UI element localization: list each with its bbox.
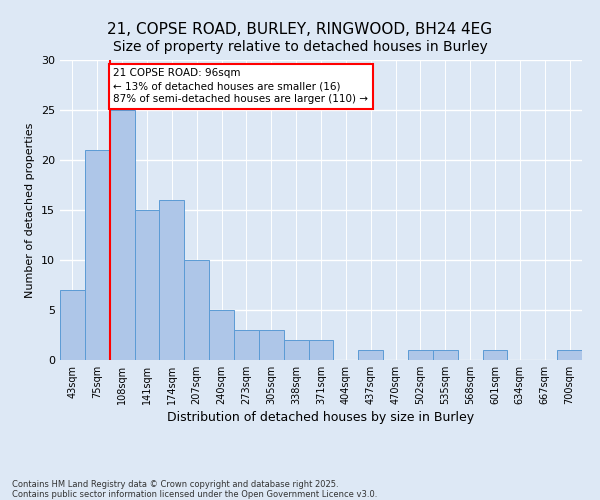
Bar (85, 150, 110, 360)
Y-axis label: Number of detached properties: Number of detached properties (25, 122, 35, 298)
Text: 21, COPSE ROAD, BURLEY, RINGWOOD, BH24 4EG: 21, COPSE ROAD, BURLEY, RINGWOOD, BH24 4… (107, 22, 493, 38)
Bar (259, 330, 284, 360)
Bar (110, 110, 134, 360)
Bar (408, 350, 433, 360)
Bar (234, 330, 259, 360)
Bar (482, 350, 508, 360)
Bar (284, 340, 308, 360)
Bar (60, 290, 85, 360)
Text: 21 COPSE ROAD: 96sqm
← 13% of detached houses are smaller (16)
87% of semi-detac: 21 COPSE ROAD: 96sqm ← 13% of detached h… (113, 68, 368, 104)
Bar (134, 210, 160, 360)
X-axis label: Distribution of detached houses by size in Burley: Distribution of detached houses by size … (167, 411, 475, 424)
Text: Size of property relative to detached houses in Burley: Size of property relative to detached ho… (113, 40, 487, 54)
Bar (358, 350, 383, 360)
Text: Contains HM Land Registry data © Crown copyright and database right 2025.
Contai: Contains HM Land Registry data © Crown c… (12, 480, 377, 499)
Bar (433, 350, 458, 360)
Bar (160, 200, 184, 360)
Bar (557, 350, 582, 360)
Bar (184, 260, 209, 360)
Bar (209, 310, 234, 360)
Bar (308, 340, 334, 360)
